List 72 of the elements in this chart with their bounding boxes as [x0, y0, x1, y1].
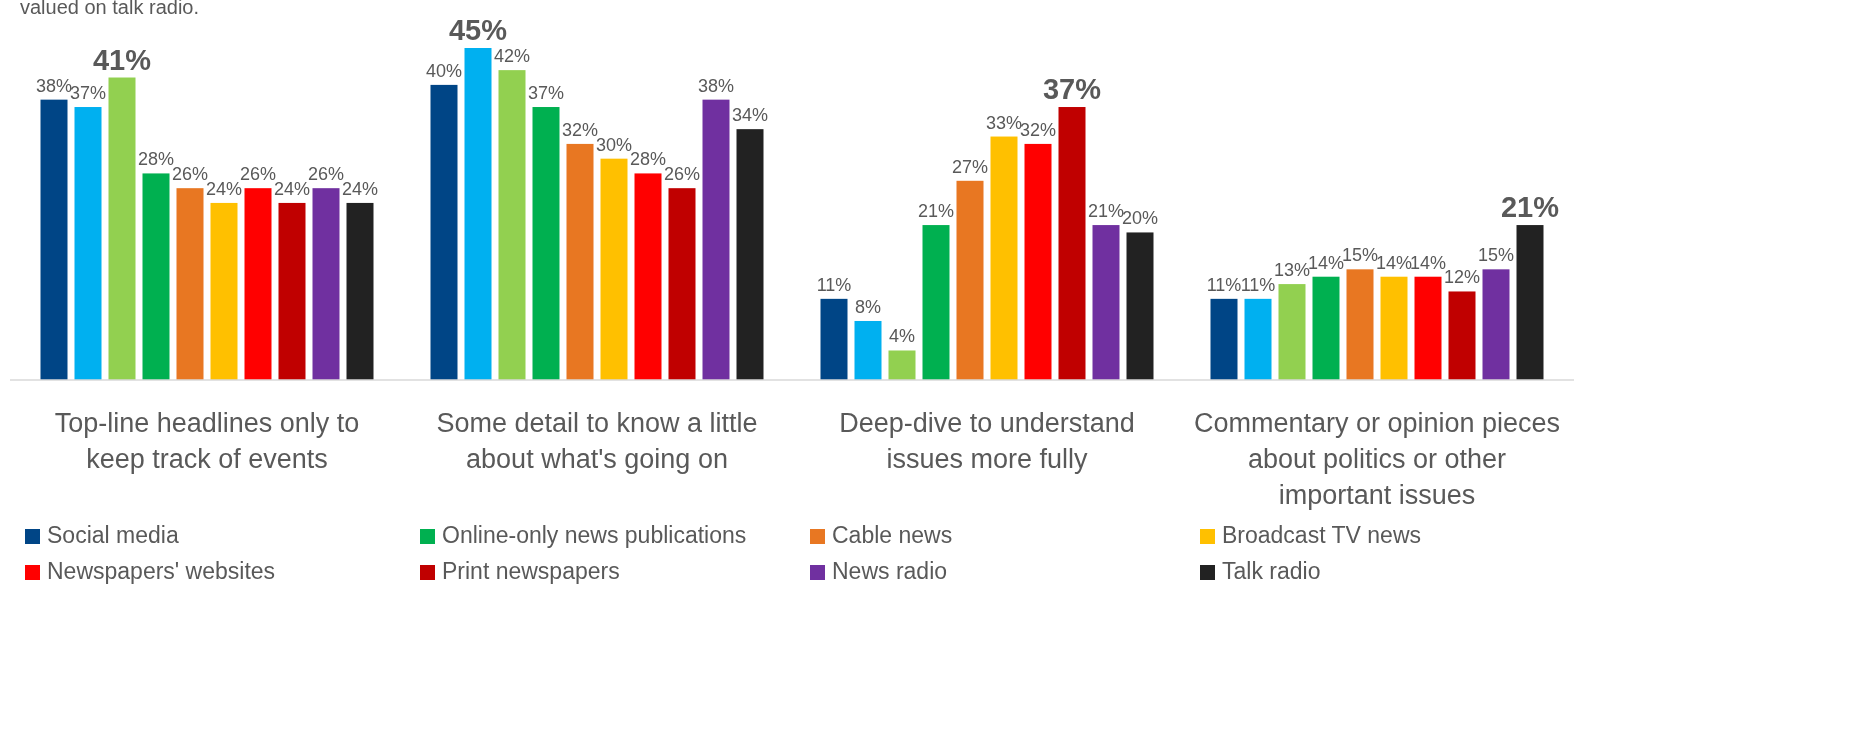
legend-label: Broadcast TV news: [1222, 522, 1422, 549]
bar: [634, 173, 662, 380]
legend-label: Print newspapers: [442, 558, 620, 585]
bar: [1346, 269, 1374, 380]
data-label: 37%: [1042, 73, 1102, 106]
bar: [1312, 276, 1340, 380]
bar: [498, 70, 526, 380]
bar: [346, 202, 374, 380]
x-tick-label: Some detail to know a little about what's going on: [436, 408, 758, 474]
bar: [430, 84, 458, 380]
bar: [1244, 298, 1272, 380]
bar: [1516, 225, 1544, 380]
bar: [1126, 232, 1154, 380]
data-label: 40%: [425, 60, 463, 81]
x-tick-label: Commentary or opinion pieces about politics or other important issues: [1193, 408, 1561, 510]
legend-label: Talk radio: [1222, 558, 1321, 585]
bar: [668, 188, 696, 380]
data-label: 21%: [1500, 191, 1560, 224]
bar: [702, 99, 730, 380]
bar: [736, 129, 764, 380]
data-label: 45%: [448, 14, 508, 46]
bar: [888, 350, 916, 380]
data-label: 34%: [731, 105, 769, 126]
legend-label: Social media: [47, 522, 179, 549]
legend-label: Online-only news publications: [442, 522, 747, 549]
legend-label: News radio: [832, 558, 948, 585]
bar: [74, 107, 102, 380]
bar: [1278, 284, 1306, 380]
data-label: 11%: [816, 274, 852, 295]
bar: [1482, 269, 1510, 380]
data-label: 21%: [917, 201, 955, 222]
text: valued on talk radio.: [20, 0, 200, 18]
bar: [1024, 143, 1052, 380]
bar: [566, 143, 594, 380]
bar: [210, 202, 238, 380]
bar: [312, 188, 340, 380]
data-label: 11%: [1206, 274, 1242, 295]
legend-label: Cable news: [832, 522, 953, 549]
bar: [464, 48, 492, 380]
bar: [1058, 107, 1086, 380]
x-tick-label: Deep-dive to understand issues more fully: [839, 408, 1135, 474]
bar: [1414, 276, 1442, 380]
bar: [176, 188, 204, 380]
bar: [244, 188, 272, 380]
bar: [532, 107, 560, 380]
bar: [1092, 225, 1120, 380]
data-label: 41%: [92, 43, 152, 76]
bar: [820, 298, 848, 380]
data-label: 4%: [888, 326, 916, 347]
bar: [854, 320, 882, 380]
data-label: 15%: [1477, 245, 1515, 266]
data-label: 42%: [493, 46, 531, 67]
bar: [108, 77, 136, 380]
data-label: 11%: [1240, 274, 1276, 295]
bar: [600, 158, 628, 380]
bar: [922, 225, 950, 380]
data-label: 38%: [697, 75, 735, 96]
data-label: 8%: [854, 296, 882, 317]
data-label: 32%: [561, 119, 599, 140]
bar: [1448, 291, 1476, 380]
data-label: 26%: [663, 164, 701, 185]
bar: [142, 173, 170, 380]
bar: [990, 136, 1018, 380]
bar: [278, 202, 306, 380]
data-label: 27%: [951, 156, 989, 177]
bar: [1210, 298, 1238, 380]
data-label: 37%: [527, 83, 565, 104]
bar: [956, 180, 984, 380]
x-tick-label: Top-line headlines only to keep track of events: [54, 408, 360, 474]
legend-label: Newspapers' websites: [47, 558, 276, 585]
bar: [1380, 276, 1408, 380]
bar: [40, 99, 68, 380]
